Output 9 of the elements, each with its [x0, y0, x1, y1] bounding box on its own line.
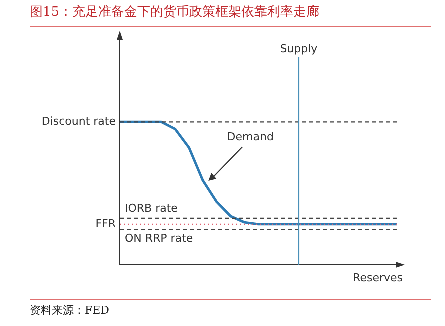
ref-line-label: Discount rate: [42, 115, 116, 128]
ref-line-label: FFR: [96, 217, 116, 230]
ref-line-label: IORB rate: [125, 202, 178, 215]
x-axis-title: Reserves: [353, 271, 404, 284]
chart-title: 图15：充足准备金下的货币政策框架依靠利率走廊: [30, 0, 431, 27]
annotation: Demand: [227, 130, 274, 144]
text: Supply: [280, 42, 318, 56]
ref-line-label: ON RRP rate: [125, 232, 194, 245]
text: 资料来源：FED: [30, 299, 431, 322]
